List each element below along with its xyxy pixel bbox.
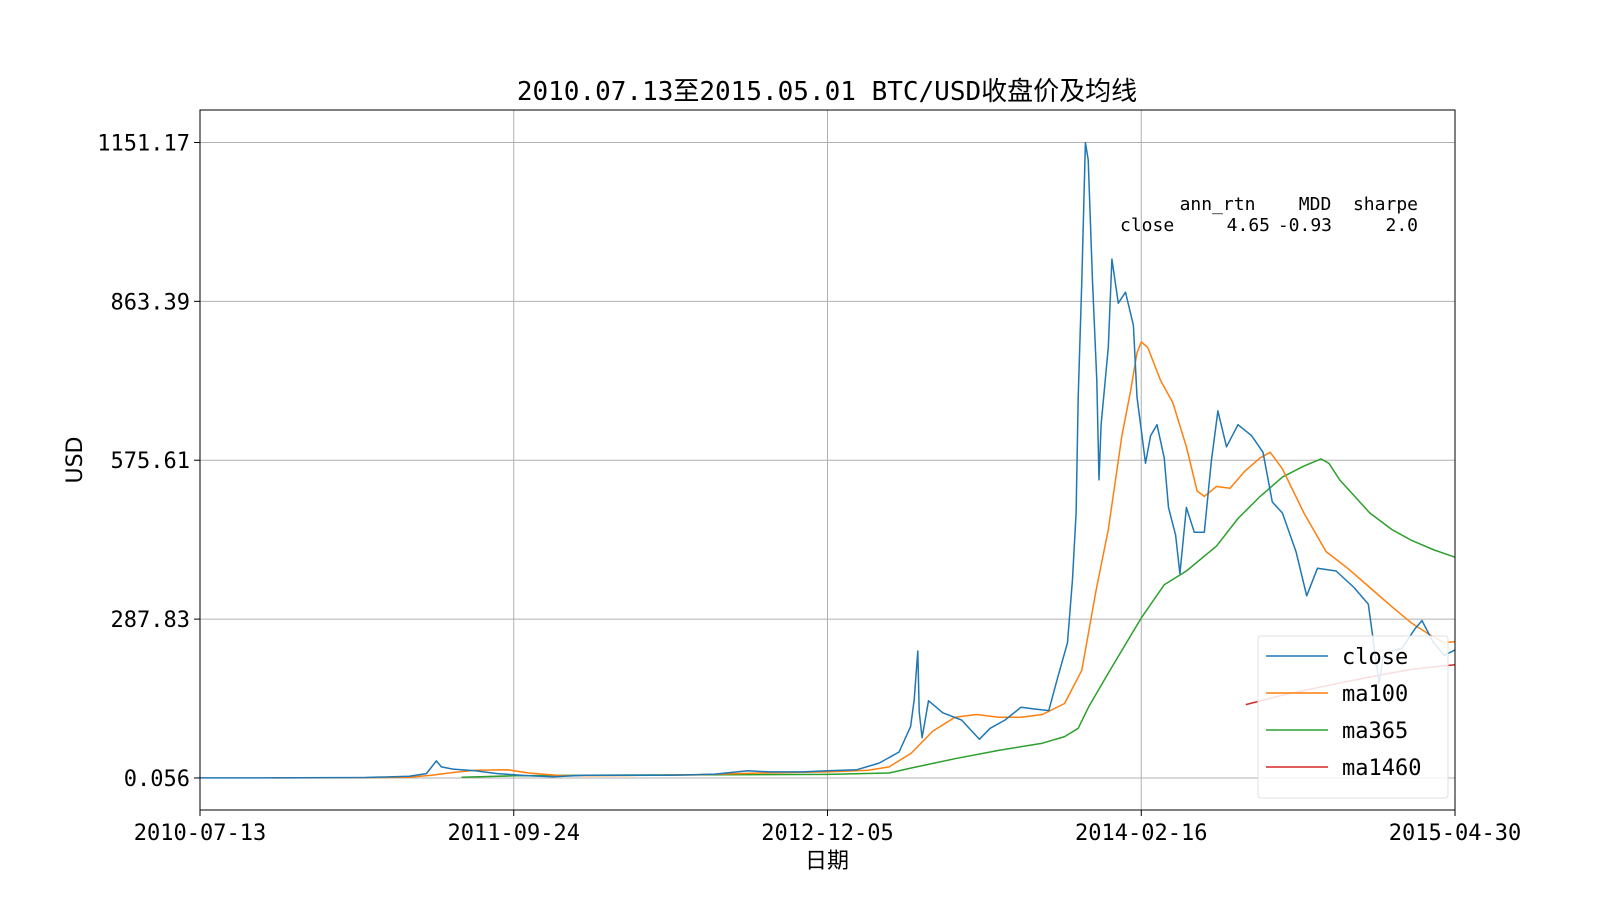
legend-label-close: close <box>1342 645 1408 670</box>
x-tick-label: 2012-12-05 <box>761 821 893 846</box>
ticks: 2010-07-13 2011-09-24 2012-12-05 2014-02-16… <box>97 131 1521 846</box>
legend-label-ma100: ma100 <box>1342 682 1408 707</box>
y-tick-label: 863.39 <box>111 290 190 315</box>
stats-table: ann_rtn MDD sharpe close 4.65 -0.93 2.0 <box>1120 194 1418 236</box>
legend-label-ma365: ma365 <box>1342 719 1408 744</box>
y-tick-label: 1151.17 <box>97 131 190 156</box>
x-tick-label: 2010-07-13 <box>134 821 266 846</box>
stats-header: ann_rtn MDD sharpe <box>1180 194 1418 215</box>
legend: close ma100 ma365 ma1460 <box>1257 635 1449 799</box>
legend-box <box>1257 635 1449 799</box>
series-line-ma365 <box>461 458 1456 779</box>
stats-mdd: -0.93 <box>1278 215 1332 236</box>
series-line-close <box>199 141 1456 779</box>
x-tick-label: 2015-04-30 <box>1389 821 1521 846</box>
y-tick-label: 0.056 <box>124 767 190 792</box>
x-tick-label: 2014-02-16 <box>1075 821 1207 846</box>
y-tick-label: 575.61 <box>111 449 190 474</box>
stats-row-label: close <box>1120 215 1174 236</box>
x-tick-label: 2011-09-24 <box>448 821 580 846</box>
y-axis-label: USD <box>63 436 88 483</box>
chart-title: 2010.07.13至2015.05.01 BTC/USD收盘价及均线 <box>517 77 1137 107</box>
stats-ann-rtn: 4.65 <box>1227 215 1270 236</box>
y-tick-label: 287.83 <box>111 608 190 633</box>
x-axis-label: 日期 <box>805 849 849 874</box>
legend-label-ma1460: ma1460 <box>1342 756 1421 781</box>
stats-sharpe: 2.0 <box>1385 215 1418 236</box>
